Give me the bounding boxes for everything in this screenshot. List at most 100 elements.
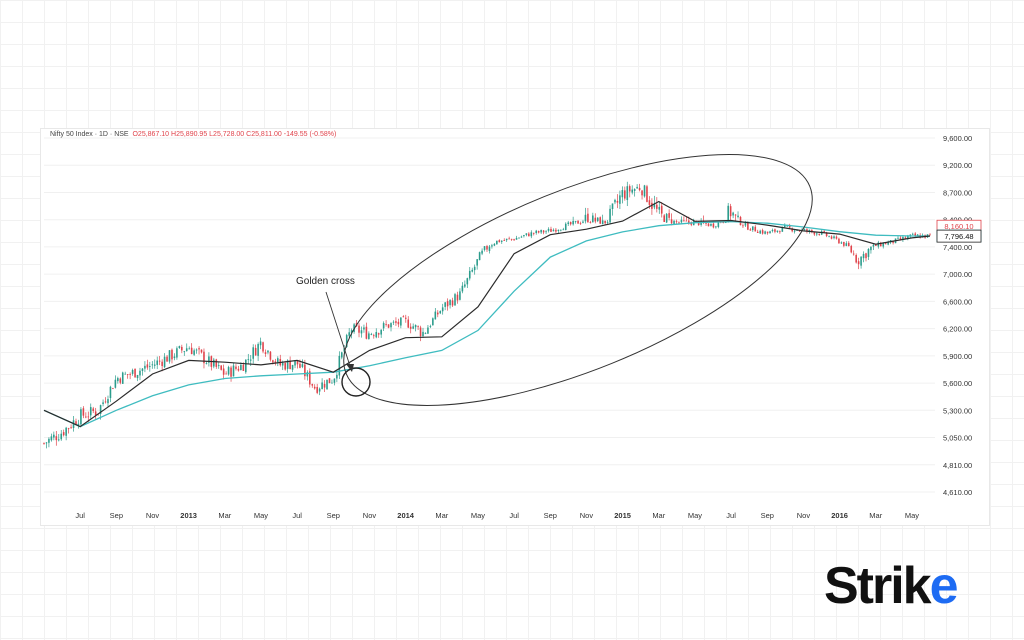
candle-body [621,190,624,198]
candle-body [75,421,77,425]
y-tick-label: 6,600.00 [943,297,972,306]
candle-body [345,335,348,347]
candle-body [387,324,390,328]
candle-body [377,333,380,335]
candle-body [146,364,149,368]
candle-body [185,348,188,352]
candle-body [537,231,540,233]
candle-body [468,270,471,279]
candle-body [680,219,683,223]
candle-body [57,439,60,441]
candle-body [181,346,183,351]
candle-body [493,243,496,246]
candle-body [461,285,464,292]
candle-body [653,203,656,208]
candle-body [606,221,609,223]
candle-body [843,241,845,246]
candle-body [368,333,370,339]
candle-body [589,222,592,223]
candle-body [712,223,715,228]
candle-body [454,294,456,306]
candle-body [299,363,301,368]
candle-body [636,186,638,189]
candle-body [350,330,353,334]
candle-body [141,368,144,371]
candle-body [77,423,80,425]
candle-body [193,350,195,355]
candle-body [112,388,114,390]
candle-body [594,217,597,222]
candle-body [247,359,250,360]
golden-cross-circle [341,367,371,397]
candle-body [498,240,501,243]
candle-body [333,378,336,383]
candle-body [360,330,363,334]
candle-body [436,312,439,315]
y-tick-label: 9,200.00 [943,161,972,170]
candle-body [439,311,442,314]
candle-body [254,347,257,356]
x-tick-label: 2015 [614,511,631,520]
candle-body [257,344,259,356]
candle-body [668,213,670,218]
candle-body [139,370,141,376]
golden-cross-label: Golden cross [296,276,355,287]
candle-body [530,232,533,237]
candle-body [520,236,523,238]
candle-body [830,236,833,239]
candle-body [429,326,432,327]
price-labels: 8,160.107,797.317,796.48 [936,219,982,243]
chart-panel [40,128,990,526]
candle-body [587,213,589,223]
candle-body [419,327,422,337]
candle-body [444,302,446,307]
candle-body [793,230,796,232]
candle-body [476,259,478,266]
candle-body [392,321,395,323]
candle-body [304,364,306,377]
price-tag-label: 7,796.48 [944,232,973,241]
candle-body [309,371,311,385]
candle-body [879,242,882,247]
candle-body [564,223,567,230]
y-tick-label: 9,600.00 [943,134,972,143]
candle-body [752,226,754,231]
candle-body [840,242,843,244]
candle-body [823,231,825,232]
candle-body [222,368,225,375]
candle-body [665,213,668,223]
candle-body [80,409,82,425]
candle-body [899,237,902,240]
candle-body [916,234,919,236]
candle-body [291,364,294,370]
candle-body [262,342,264,352]
candle-body [124,373,127,375]
candle-body [875,244,877,246]
candle-body [171,349,173,360]
candle-body [707,223,710,227]
candle-body [53,434,55,438]
candle-body [321,382,323,389]
x-tick-label: Sep [544,511,557,520]
candle-body [94,411,97,416]
candle-body [779,231,781,233]
candle-body [722,222,725,223]
candle-body [178,346,181,349]
candle-body [456,294,459,301]
candle-body [173,356,176,359]
candle-body [284,363,286,370]
x-tick-label: Sep [761,511,774,520]
candle-body [153,364,156,366]
candle-body [744,222,747,226]
candle-body [887,242,889,245]
candle-body [855,254,857,263]
candle-body [65,427,67,436]
candle-body [557,229,560,231]
logo-accent: e [929,557,959,615]
candle-body [518,237,520,239]
chart-gridlines [44,137,935,493]
candle-body [781,226,784,232]
candle-body [252,347,254,359]
candle-body [348,332,350,336]
candle-body [798,230,801,232]
